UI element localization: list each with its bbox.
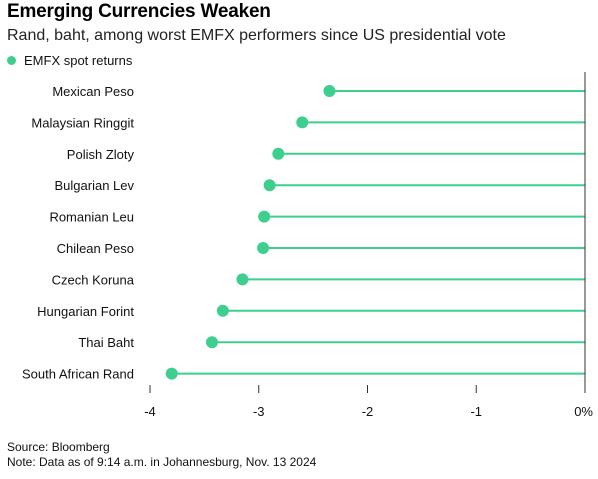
x-tick-label: 0% [574, 404, 593, 419]
data-point [263, 179, 276, 192]
category-label: Chilean Peso [57, 241, 134, 256]
stems-layer [171, 90, 585, 375]
legend: EMFX spot returns [7, 53, 132, 68]
data-point [323, 85, 336, 97]
legend-marker [7, 56, 16, 65]
chart-subtitle: Rand, baht, among worst EMFX performers … [7, 27, 506, 44]
legend-label: EMFX spot returns [24, 53, 133, 68]
x-tick-label: -2 [362, 404, 374, 419]
source-text: Source: Bloomberg [7, 440, 110, 454]
category-label: Romanian Leu [49, 210, 134, 225]
x-axis: -4 -3 -2 -1 0% [144, 72, 593, 419]
x-tick-label: -4 [144, 404, 156, 419]
category-label: Mexican Peso [52, 84, 134, 99]
source-note: Source: Bloomberg Note: Data as of 9:14 … [7, 440, 316, 470]
data-point [205, 336, 218, 349]
data-point [296, 116, 309, 129]
category-labels: Mexican Peso Malaysian Ringgit Polish Zlot… [22, 84, 135, 382]
category-label: Thai Baht [78, 335, 134, 350]
chart-title: Emerging Currencies Weaken [7, 1, 271, 22]
note-text: Note: Data as of 9:14 a.m. in Johannesbu… [7, 455, 317, 469]
data-point [257, 242, 270, 254]
data-point [165, 367, 178, 380]
x-tick-label: -1 [470, 404, 482, 419]
category-label: Malaysian Ringgit [31, 115, 134, 130]
category-label: South African Rand [22, 367, 134, 382]
data-point [216, 304, 229, 317]
category-label: Hungarian Forint [37, 304, 134, 319]
data-point [272, 147, 285, 160]
data-point [258, 210, 271, 223]
category-label: Czech Koruna [52, 272, 135, 287]
dots-layer [165, 85, 336, 380]
category-label: Polish Zloty [67, 147, 135, 162]
x-tick-label: -3 [253, 404, 265, 419]
data-point [236, 273, 249, 286]
category-label: Bulgarian Lev [55, 178, 135, 193]
